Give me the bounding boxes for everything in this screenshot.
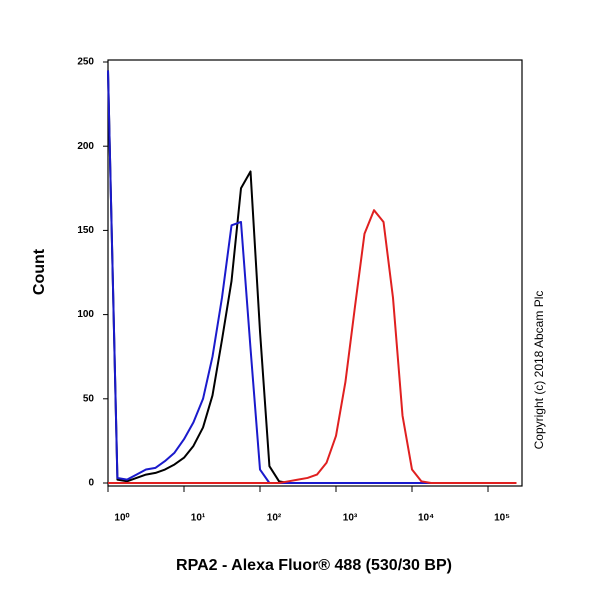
- x-tick-label: 10³: [343, 513, 358, 524]
- y-tick-label: 200: [77, 141, 94, 152]
- y-axis-label: Count: [31, 248, 48, 295]
- y-tick-label: 50: [83, 393, 95, 404]
- histogram-line: [107, 70, 517, 484]
- x-tick-label: 10⁴: [418, 513, 434, 524]
- x-axis-label: RPA2 - Alexa Fluor® 488 (530/30 BP): [176, 557, 452, 574]
- histogram-line: [107, 70, 517, 484]
- y-tick-label: 0: [88, 478, 94, 489]
- histogram-line: [108, 209, 517, 484]
- y-tick-label: 250: [77, 57, 94, 68]
- y-tick-label: 150: [77, 225, 94, 236]
- x-tick-label: 10²: [267, 513, 282, 524]
- x-tick-label: 10⁵: [494, 513, 510, 524]
- copyright-note: Copyright (c) 2018 Abcam Plc: [532, 291, 546, 450]
- plot-frame: [107, 59, 523, 487]
- x-tick-label: 10¹: [191, 513, 206, 524]
- y-tick-label: 100: [77, 309, 94, 320]
- x-tick-label: 10⁰: [114, 513, 129, 524]
